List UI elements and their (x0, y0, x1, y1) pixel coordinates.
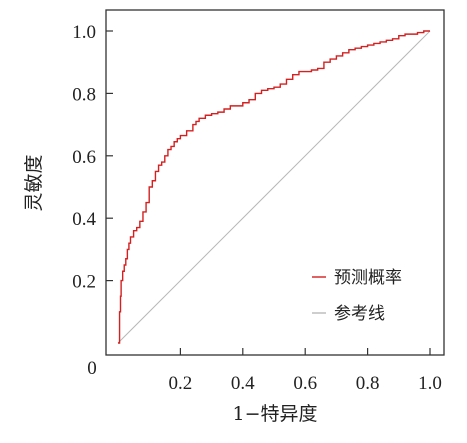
x-tick-label: 0.8 (356, 373, 380, 394)
y-tick-label: 1.0 (72, 22, 96, 43)
x-tick-label: 0.6 (293, 373, 317, 394)
x-tick-label: 0.4 (231, 373, 255, 394)
x-axis-title: 1−特异度 (232, 403, 317, 425)
x-tick-label: 1.0 (418, 373, 442, 394)
reference-line (117, 30, 431, 344)
y-axis-ticks: 0.2 0.4 0.6 0.8 1.0 (72, 22, 113, 293)
plot-frame (105, 9, 445, 356)
y-axis-title: 灵敏度 (23, 154, 45, 211)
y-tick-label: 0.2 (72, 272, 96, 293)
y-tick-label: 0.4 (72, 209, 96, 230)
series-layer (117, 30, 431, 344)
y-tick-label: 0.6 (72, 147, 96, 168)
origin-label: 0 (87, 358, 97, 379)
y-tick-label: 0.8 (72, 84, 96, 105)
x-tick-label: 0.2 (169, 373, 193, 394)
roc-curve-line (118, 30, 430, 344)
legend-label: 参考线 (334, 304, 385, 324)
x-axis-ticks: 0.2 0.4 0.6 0.8 1.0 (169, 348, 442, 394)
legend-label: 预测概率 (334, 268, 402, 288)
